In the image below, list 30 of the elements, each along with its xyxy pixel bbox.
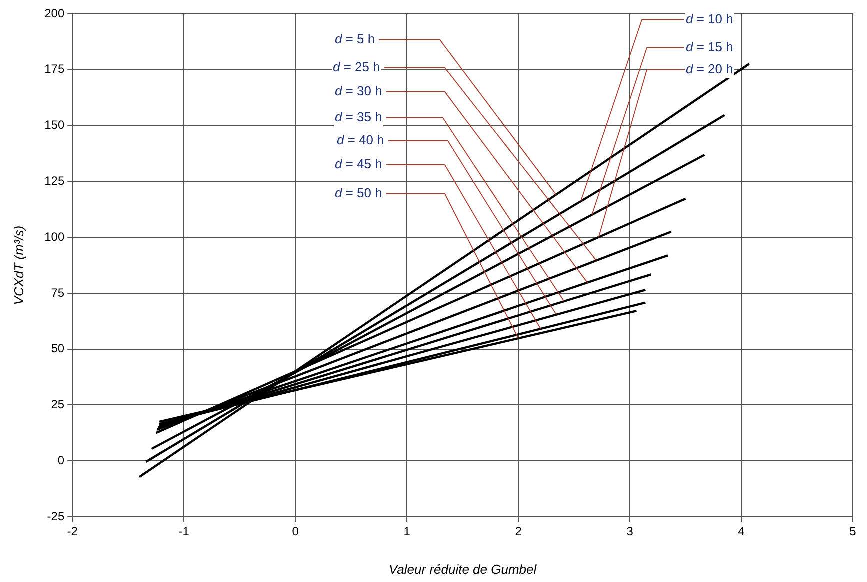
y-tick-label: 50 (51, 342, 65, 356)
annotation: d = 30 h (335, 84, 382, 99)
annotation: d = 25 h (333, 60, 380, 75)
annotation: d = 40 h (337, 132, 384, 148)
y-axis-title: VCXdT (m³/s) (11, 226, 26, 306)
y-tick-label: 25 (51, 398, 65, 412)
annotation: d = 15 h (686, 40, 734, 55)
x-tick-label: -2 (67, 524, 78, 539)
y-tick-label: 150 (44, 118, 65, 132)
y-tick-label: 75 (51, 286, 65, 300)
x-tick-label: 5 (850, 524, 857, 539)
y-tick-label: 100 (44, 230, 65, 244)
x-tick-label: 1 (404, 524, 411, 539)
annotation: d = 20 h (686, 62, 734, 77)
annotation: d = 10 h (686, 12, 734, 27)
annotation: d = 45 h (335, 156, 382, 172)
y-tick-label: 125 (44, 174, 65, 188)
y-tick-label: 0 (58, 453, 65, 468)
x-tick-label: 0 (292, 524, 300, 539)
y-tick-label: 200 (44, 6, 65, 20)
annotation: d = 35 h (335, 110, 382, 125)
x-tick-label: 2 (515, 524, 522, 539)
annotation: d = 50 h (335, 186, 382, 201)
x-axis-title: Valeur réduite de Gumbel (388, 562, 538, 577)
y-tick-label: 175 (44, 62, 65, 76)
y-tick-label: -25 (47, 509, 65, 524)
annotation: d = 5 h (335, 32, 376, 47)
x-tick-label: 4 (738, 524, 746, 539)
x-tick-label: -1 (178, 524, 190, 539)
x-tick-label: 3 (626, 524, 634, 539)
